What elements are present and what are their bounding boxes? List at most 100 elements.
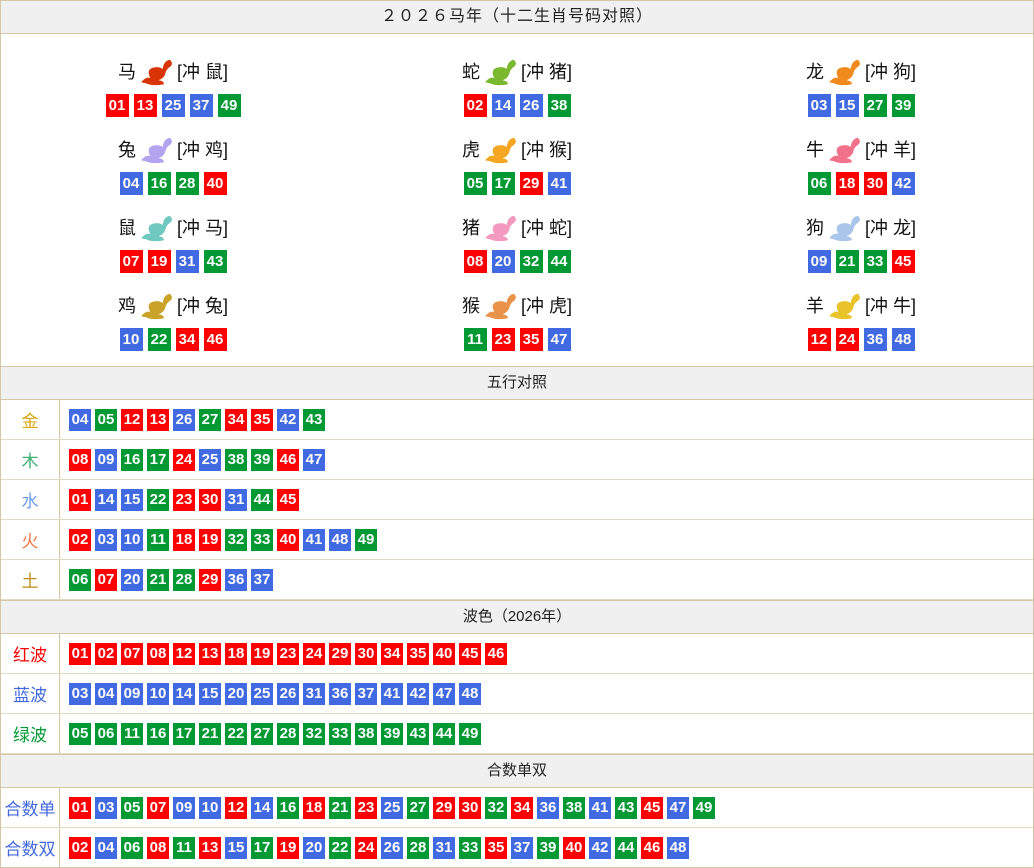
ball-09: 09 — [173, 796, 195, 819]
zodiac-cell-ox: 牛 [冲 羊] 06 18 30 42 — [689, 126, 1033, 204]
ball-06: 06 — [121, 836, 143, 859]
zodiac-clash-label: [冲 蛇] — [520, 218, 572, 238]
ball-01: 01 — [69, 488, 91, 511]
zodiac-name-line: 狗 [冲 龙] — [806, 204, 916, 250]
ball-39: 39 — [381, 722, 403, 745]
ball-06: 06 — [95, 722, 117, 745]
zodiac-name-line: 牛 [冲 羊] — [806, 126, 916, 172]
ball-43: 43 — [615, 796, 637, 819]
zodiac-number-row: 12 24 36 48 — [807, 328, 915, 351]
zodiac-name-line: 鼠 [冲 马] — [118, 204, 228, 250]
row-numbers-sum-odd: 01 03 05 07 09 10 12 14 16 18 21 23 25 27 29 30 32 34 36 38… — [60, 788, 715, 827]
zodiac-cell-dog: 狗 [冲 龙] 09 21 33 45 — [689, 204, 1033, 282]
ball-49: 49 — [355, 528, 377, 551]
zodiac-name-line: 鸡 [冲 兔] — [118, 282, 228, 328]
zodiac-grid: 马 [冲 鼠] 01 13 25 37 49 蛇 [冲 猪] 02 14 26 38 龙 [冲 狗] 03 15… — [1, 34, 1033, 366]
ball-04: 04 — [119, 172, 143, 195]
ball-45: 45 — [891, 250, 915, 273]
ball-47: 47 — [433, 682, 455, 705]
ball-05: 05 — [121, 796, 143, 819]
ball-05: 05 — [69, 722, 91, 745]
ball-45: 45 — [641, 796, 663, 819]
ball-45: 45 — [277, 488, 299, 511]
ball-33: 33 — [459, 836, 481, 859]
row-water: 水 01 14 15 22 23 30 31 44 45 — [1, 480, 1033, 520]
ball-36: 36 — [225, 568, 247, 591]
ball-10: 10 — [119, 328, 143, 351]
ball-48: 48 — [459, 682, 481, 705]
ball-14: 14 — [95, 488, 117, 511]
ball-24: 24 — [835, 328, 859, 351]
ball-22: 22 — [147, 488, 169, 511]
row-label-wood: 木 — [1, 440, 60, 479]
ball-43: 43 — [303, 408, 325, 431]
ball-47: 47 — [667, 796, 689, 819]
zodiac-name: 马 — [117, 62, 136, 82]
ball-29: 29 — [199, 568, 221, 591]
ball-14: 14 — [173, 682, 195, 705]
zodiac-number-row: 07 19 31 43 — [119, 250, 227, 273]
ball-12: 12 — [173, 642, 195, 665]
ball-40: 40 — [563, 836, 585, 859]
ball-16: 16 — [147, 172, 171, 195]
ball-47: 47 — [547, 328, 571, 351]
ball-46: 46 — [485, 642, 507, 665]
ball-30: 30 — [459, 796, 481, 819]
rat-icon — [141, 215, 172, 242]
ball-21: 21 — [147, 568, 169, 591]
zodiac-number-row: 11 23 35 47 — [463, 328, 571, 351]
ball-15: 15 — [225, 836, 247, 859]
ball-30: 30 — [863, 172, 887, 195]
zodiac-cell-rabbit: 兔 [冲 鸡] 04 16 28 40 — [1, 126, 345, 204]
section-header-five-elements: 五行对照 — [1, 366, 1033, 400]
ball-21: 21 — [199, 722, 221, 745]
ball-44: 44 — [547, 250, 571, 273]
row-sum-even: 合数双 02 04 06 08 11 13 15 17 19 20 22 24 26 28 31 33 35 37 3… — [1, 828, 1033, 867]
rooster-icon — [141, 293, 172, 320]
ball-49: 49 — [459, 722, 481, 745]
ball-17: 17 — [147, 448, 169, 471]
zodiac-name-line: 蛇 [冲 猪] — [462, 48, 572, 94]
zodiac-clash-label: [冲 鸡] — [176, 140, 228, 160]
ball-41: 41 — [381, 682, 403, 705]
monkey-icon — [485, 293, 516, 320]
ball-25: 25 — [199, 448, 221, 471]
zodiac-name: 猴 — [461, 296, 480, 316]
tiger-icon — [485, 137, 516, 164]
row-earth: 土 06 07 20 21 28 29 36 37 — [1, 560, 1033, 600]
ball-08: 08 — [463, 250, 487, 273]
ball-39: 39 — [891, 94, 915, 117]
zodiac-number-row: 08 20 32 44 — [463, 250, 571, 273]
ball-38: 38 — [547, 94, 571, 117]
ball-22: 22 — [329, 836, 351, 859]
ball-12: 12 — [225, 796, 247, 819]
ball-31: 31 — [433, 836, 455, 859]
ball-14: 14 — [491, 94, 515, 117]
ball-48: 48 — [329, 528, 351, 551]
ox-icon — [829, 137, 860, 164]
zodiac-name: 鼠 — [117, 218, 136, 238]
ball-09: 09 — [95, 448, 117, 471]
ball-29: 29 — [433, 796, 455, 819]
ball-17: 17 — [491, 172, 515, 195]
ball-03: 03 — [95, 796, 117, 819]
zodiac-clash-label: [冲 羊] — [864, 140, 916, 160]
zodiac-cell-tiger: 虎 [冲 猴] 05 17 29 41 — [345, 126, 689, 204]
zodiac-clash-label: [冲 牛] — [864, 296, 916, 316]
ball-15: 15 — [199, 682, 221, 705]
ball-16: 16 — [121, 448, 143, 471]
ball-02: 02 — [463, 94, 487, 117]
ball-44: 44 — [615, 836, 637, 859]
ball-46: 46 — [203, 328, 227, 351]
ball-46: 46 — [277, 448, 299, 471]
ball-31: 31 — [175, 250, 199, 273]
row-wood: 木 08 09 16 17 24 25 38 39 46 47 — [1, 440, 1033, 480]
zodiac-name: 兔 — [117, 140, 136, 160]
ball-29: 29 — [329, 642, 351, 665]
row-label-earth: 土 — [1, 560, 60, 599]
ball-12: 12 — [121, 408, 143, 431]
ball-16: 16 — [147, 722, 169, 745]
zodiac-number-row: 05 17 29 41 — [463, 172, 571, 195]
snake-icon — [485, 59, 516, 86]
ball-11: 11 — [463, 328, 487, 351]
